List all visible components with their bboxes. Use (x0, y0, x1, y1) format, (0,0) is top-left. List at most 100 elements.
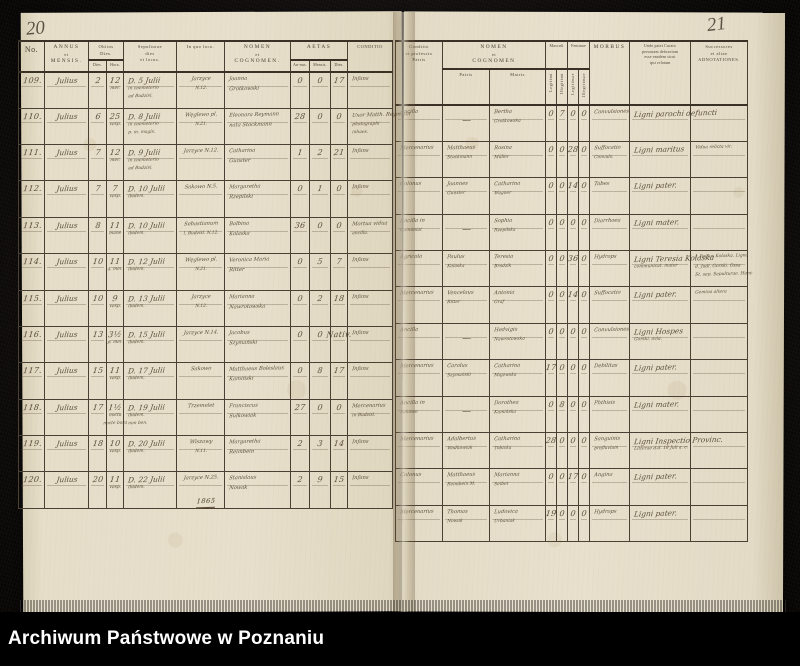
cell-mensis: Julius (44, 143, 89, 182)
cell-conditio-patris: Mercenarius (395, 140, 443, 179)
handwritten-entry: 28 (294, 111, 307, 121)
handwritten-entry: 28 (567, 144, 580, 154)
handwritten-entry: nata Stockmann (228, 120, 273, 129)
cell-obitus-hora: 10 vesp. (105, 435, 125, 473)
handwritten-entry: D. 17 Julii (127, 365, 166, 376)
cell-adnotationes (690, 177, 749, 215)
cell-conditio-patris: Ancilla (395, 104, 443, 142)
handwritten-entry: Ligni pater. (633, 289, 678, 300)
cell-nomen-cognomen: Joanna Grotkowski (224, 71, 292, 109)
cell-adnotationes (690, 322, 749, 361)
th-aetas-dies: Dies. (330, 59, 349, 73)
handwritten-entry: Seibet (493, 482, 509, 488)
handwritten-entry: 14 (333, 438, 346, 449)
th-in-quo-loco: In quo loco. (176, 40, 226, 73)
handwritten-entry: Matthaeus Boleslaus (228, 365, 285, 374)
table-row: 109. Julius 2 12 mer. D. 5 Julii in coemeterio… (18, 71, 394, 109)
handwritten-entry: D. 10 Julii (127, 220, 166, 231)
handwritten-entry: Ritter (228, 266, 245, 274)
cell-mater: Teresia Brodzik (489, 249, 546, 288)
table-row: Ancilla in Comuniat — Sophia Rzepilska 0 0 0 0 Di… (395, 213, 749, 251)
handwritten-entry: 0 (558, 435, 566, 445)
cell-masculi-legitimi: 17 (545, 359, 557, 397)
cell-morbus: Hydrops (589, 504, 631, 543)
handwritten-entry: 118. (22, 402, 43, 412)
handwritten-entry: Balbina (228, 220, 250, 228)
handwritten-entry: Agricola (399, 253, 423, 261)
handwritten-entry: Jarzyce N.14. (182, 329, 219, 337)
cell-nomen-cognomen: Catharina Gunster (224, 143, 292, 182)
handwritten-entry: vesp. (109, 376, 122, 382)
handwritten-entry: D. 13 Julii (127, 292, 166, 304)
handwritten-entry: ad Budzisl. (127, 165, 153, 172)
handwritten-entry: l. Budzisl. N.12. (182, 230, 219, 237)
cell-pater: Joannes Gunster (442, 177, 490, 215)
th-aetas: AETAS (290, 39, 349, 62)
handwritten-entry: 10 (109, 438, 122, 449)
handwritten-entry: ibidem. (127, 303, 146, 309)
cell-aetas-annus: 27 (290, 398, 311, 437)
handwritten-entry: 0 (569, 363, 577, 373)
handwritten-entry: Teresia (493, 253, 514, 261)
handwritten-entry: Debilitas (593, 362, 618, 370)
cell-feminae-illegitimae: 0 (577, 213, 591, 251)
handwritten-entry: 119. (22, 438, 43, 449)
handwritten-entry: 2 (296, 438, 304, 449)
cell-feminae-legitimae: 14 (567, 286, 579, 324)
handwritten-entry: Veronica Maria (228, 256, 270, 264)
cell-feminae-illegitimae: 0 (577, 395, 591, 433)
handwritten-entry: 0 (558, 181, 566, 191)
handwritten-entry: Suffocatio (593, 144, 622, 152)
cell-conditio: Infans (347, 71, 394, 109)
handwritten-entry: 111. (22, 147, 43, 158)
cell-unde-patet: Ligni mater. (629, 213, 692, 251)
handwritten-entry: Julius (55, 111, 78, 121)
cell-masculi-illegitimi: 0 (556, 468, 568, 506)
handwritten-entry: 0 (316, 402, 324, 412)
cell-feminae-legitimae: 0 (567, 359, 579, 397)
cell-in-quo-loco: Jarzyce N.12. (176, 289, 226, 327)
handwritten-entry: 12 (109, 75, 122, 85)
handwritten-entry: 0 (296, 75, 304, 85)
handwritten-entry: Julius (55, 475, 78, 485)
handwritten-entry: Vencelaus (446, 289, 474, 297)
cell-no: 109. (18, 71, 45, 109)
cell-nomen-cognomen: Stanislaus Nowak (224, 471, 292, 509)
handwritten-entry: Julius (55, 220, 78, 231)
cell-mater: Catharina Wagner (489, 177, 546, 215)
handwritten-entry: 1 (316, 184, 324, 194)
handwritten-entry: 0 (316, 220, 324, 230)
cell-masculi-legitimi: 0 (545, 213, 557, 251)
cell-adnotationes (690, 213, 749, 251)
cell-adnotationes (690, 359, 749, 397)
cell-no: 118. (18, 398, 45, 437)
handwritten-entry: 0 (547, 144, 555, 154)
cell-pater: Vencelaus Ritter (442, 286, 490, 324)
handwritten-entry: 17 (567, 472, 580, 482)
handwritten-entry: Ligni pater. (633, 180, 678, 191)
cell-masculi-illegitimi: 7 (556, 104, 568, 142)
handwritten-entry: 0 (296, 366, 304, 376)
handwritten-entry: St. sep. Sepulturae. Hanc (694, 271, 753, 278)
cell-mensis: Julius (44, 435, 89, 473)
th-aetas-annus: An-nus. (290, 59, 311, 73)
handwritten-entry: 113. (22, 220, 43, 231)
handwritten-entry: Mortua vidua (351, 220, 388, 228)
handwritten-entry: 7 (558, 108, 566, 118)
cell-masculi-illegitimi: 0 (556, 322, 568, 361)
cell-conditio-patris: Mercenarius (395, 431, 443, 470)
handwritten-entry: Ancilla in (399, 399, 426, 406)
handwritten-entry: 3 (316, 438, 324, 449)
cell-conditio: Uxor Matth. Reymann photographi inhaes. (347, 107, 411, 145)
handwritten-entry: 0 (558, 253, 566, 264)
handwritten-entry: Litterae d.d. 18 Juli a. c. (633, 445, 689, 452)
cell-pater: Paulus Kolaska (442, 249, 490, 288)
cell-adnotationes (690, 504, 749, 543)
handwritten-entry: Catharina (493, 362, 521, 370)
handwritten-entry: Phthisis (593, 399, 616, 406)
handwritten-entry: l. Paulus Kolaska, Ligna (694, 253, 749, 260)
cell-obitus-dies: 15 (88, 362, 107, 400)
table-row: 114. Julius 10 11 a. mer. D. 12 Julii ibidem. W… (18, 253, 394, 291)
table-row: Ancilla — Bertha Grotkowska 0 7 0 0 Convulsiones… (395, 104, 749, 142)
th-sepulturae: Sepulturae dies et locus. (123, 40, 178, 73)
